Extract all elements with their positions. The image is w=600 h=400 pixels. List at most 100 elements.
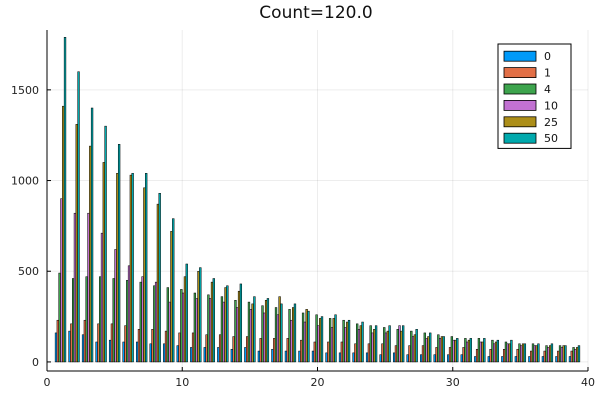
bar-50-x3 (90, 107, 94, 363)
bar-25-x15 (251, 303, 254, 363)
bar-1-x22 (340, 341, 343, 363)
bar-10-x24 (371, 332, 374, 363)
bar-1-x9 (164, 330, 168, 363)
bar-50-x20 (320, 316, 324, 363)
bar-4-x32 (477, 338, 481, 363)
bar-1-x24 (367, 343, 371, 363)
bar-25-x2 (75, 124, 78, 363)
legend-label-25: 25 (544, 116, 558, 129)
bar-25-x30 (454, 339, 457, 363)
bar-10-x37 (547, 347, 550, 363)
bar-25-x20 (319, 318, 322, 363)
bar-25-x12 (210, 281, 214, 363)
bar-4-x23 (356, 323, 359, 363)
x-tick-label: 30 (446, 376, 460, 389)
bar-1-x30 (448, 347, 452, 363)
bar-10-x26 (398, 325, 401, 363)
bar-50-x11 (199, 267, 202, 363)
bar-4-x10 (180, 289, 183, 363)
bar-marks (54, 37, 581, 363)
bar-4-x17 (274, 307, 278, 363)
legend-swatch-1 (503, 67, 537, 78)
bar-10-x6 (127, 265, 131, 363)
bar-1-x5 (110, 323, 114, 363)
bar-50-x26 (402, 325, 405, 363)
bar-25-x6 (129, 174, 133, 363)
bar-10-x8 (154, 281, 158, 363)
bar-4-x30 (450, 336, 453, 363)
bar-1-x39 (570, 350, 573, 363)
bar-4-x12 (207, 294, 210, 363)
bar-0-x2 (68, 330, 71, 363)
bar-4-x9 (166, 287, 169, 363)
bar-4-x16 (261, 305, 264, 363)
bar-1-x6 (124, 325, 127, 363)
bar-0-x38 (555, 356, 558, 363)
bar-0-x29 (433, 354, 436, 363)
bar-0-x26 (392, 352, 396, 363)
bar-4-x24 (369, 325, 372, 363)
bar-0-x33 (487, 356, 490, 363)
bar-4-x36 (531, 343, 535, 363)
bar-1-x3 (83, 319, 87, 363)
bar-50-x24 (374, 325, 378, 363)
bar-25-x11 (197, 270, 200, 363)
bar-50-x18 (293, 303, 297, 363)
y-tick-label: 1000 (11, 175, 39, 188)
bar-25-x37 (548, 345, 552, 363)
bar-1-x7 (137, 329, 141, 363)
bar-10-x39 (574, 348, 577, 363)
bar-25-x28 (427, 336, 430, 363)
bar-25-x36 (535, 345, 538, 363)
bar-10-x18 (290, 319, 293, 363)
bar-50-x32 (483, 338, 486, 363)
bar-4-x26 (396, 329, 399, 363)
bar-10-x14 (236, 307, 239, 363)
bar-50-x33 (496, 339, 499, 363)
bar-10-x21 (330, 327, 334, 363)
bar-50-x16 (266, 298, 270, 363)
bar-0-x31 (460, 354, 463, 363)
bar-1-x2 (70, 323, 73, 363)
bar-1-x29 (435, 347, 438, 363)
bar-1-x11 (191, 332, 195, 363)
bar-0-x5 (108, 339, 112, 363)
tick-labels: 0 10 20 30 40 0 500 1000 1500 (11, 84, 595, 389)
bar-0-x16 (257, 350, 261, 363)
bar-25-x22 (346, 321, 349, 363)
bar-10-x4 (100, 232, 104, 363)
bar-0-x35 (514, 356, 518, 363)
bar-25-x35 (521, 343, 525, 363)
bar-1-x4 (97, 323, 100, 363)
bar-25-x13 (224, 287, 227, 363)
bar-4-x28 (423, 332, 426, 363)
bar-4-x34 (504, 341, 508, 363)
bar-50-x23 (361, 321, 364, 363)
bar-4-x31 (464, 338, 467, 363)
x-tick-label: 40 (581, 376, 595, 389)
bar-25-x18 (292, 307, 295, 363)
bar-1-x25 (381, 343, 384, 363)
bar-0-x36 (528, 356, 531, 363)
bar-0-x28 (420, 354, 423, 363)
bar-10-x19 (303, 321, 307, 363)
bar-4-x20 (315, 314, 318, 363)
bar-0-x18 (284, 350, 288, 363)
bar-50-x1 (63, 37, 67, 363)
bar-0-x23 (352, 352, 355, 363)
bar-4-x25 (383, 327, 386, 363)
bar-4-x19 (301, 312, 305, 363)
bar-4-x27 (410, 330, 413, 363)
bar-25-x5 (116, 173, 119, 363)
bar-10-x28 (425, 338, 428, 363)
bar-50-x31 (469, 338, 472, 363)
bar-1-x23 (354, 343, 357, 363)
bar-10-x9 (168, 301, 171, 363)
bar-50-x13 (226, 285, 229, 363)
bar-25-x4 (102, 162, 105, 363)
bar-0-x14 (230, 348, 233, 363)
chart-title: Count=120.0 (259, 3, 372, 23)
bar-10-x25 (384, 332, 388, 363)
bar-0-x1 (54, 332, 58, 363)
